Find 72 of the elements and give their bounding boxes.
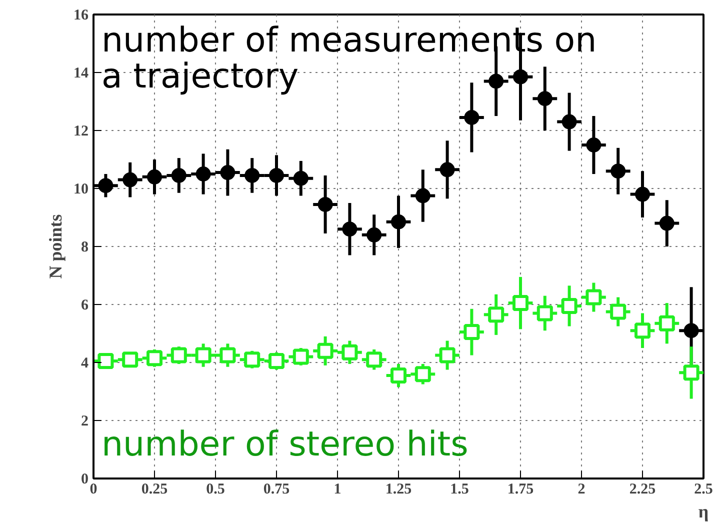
point <box>98 178 114 194</box>
point <box>488 74 504 89</box>
point <box>342 222 358 237</box>
point <box>586 138 602 152</box>
point <box>146 350 162 366</box>
x-tick-label: 2.25 <box>629 482 656 498</box>
point <box>683 364 700 381</box>
x-tick-label: 1.25 <box>385 482 412 498</box>
point <box>195 347 212 364</box>
y-tick-label: 14 <box>74 66 89 82</box>
point <box>415 188 430 204</box>
x-axis-title: η <box>698 502 709 522</box>
point <box>293 170 308 186</box>
y-tick-label: 4 <box>81 356 89 372</box>
point <box>122 172 138 188</box>
y-tick-label: 0 <box>81 472 88 488</box>
point <box>318 196 333 212</box>
y-axis-title: N points <box>46 214 66 279</box>
point <box>390 368 406 384</box>
point <box>488 306 504 323</box>
point <box>684 323 699 338</box>
point <box>610 304 626 320</box>
point <box>391 214 406 230</box>
point <box>513 69 528 84</box>
point <box>366 227 382 242</box>
point <box>98 353 114 370</box>
x-tick-label: 1.75 <box>507 482 534 498</box>
y-tick-label: 16 <box>74 8 89 24</box>
point <box>610 164 626 179</box>
point <box>561 298 578 314</box>
x-tick-label: 0.75 <box>263 482 290 498</box>
y-tick-label: 2 <box>81 414 88 430</box>
x-tick-label: 2 <box>578 482 586 498</box>
point <box>536 305 553 322</box>
point <box>635 186 650 202</box>
point <box>414 366 431 382</box>
point <box>464 324 480 340</box>
point <box>171 168 186 183</box>
x-tick-label: 0.5 <box>206 482 225 498</box>
x-tick-label: 2.5 <box>694 482 713 498</box>
point <box>586 289 602 306</box>
point <box>269 168 284 183</box>
y-tick-label: 10 <box>74 182 88 198</box>
point <box>537 91 552 106</box>
point <box>147 169 162 184</box>
point <box>512 295 528 312</box>
point <box>658 315 675 332</box>
point <box>122 352 138 368</box>
point <box>439 347 456 364</box>
point <box>562 114 577 130</box>
point <box>244 352 260 368</box>
point <box>292 348 309 365</box>
point <box>659 216 674 231</box>
x-tick-label: 1.5 <box>450 482 469 498</box>
y-tick-label: 6 <box>81 298 89 314</box>
point <box>220 165 236 180</box>
point <box>464 110 480 125</box>
point <box>196 166 211 182</box>
series-label: number of stereo hits <box>102 424 468 464</box>
x-tick-label: 0.25 <box>141 482 168 498</box>
point <box>440 162 455 178</box>
point <box>170 347 187 364</box>
point <box>342 344 358 360</box>
y-tick-label: 8 <box>81 240 88 256</box>
y-tick-label: 12 <box>74 124 88 140</box>
point <box>634 322 650 339</box>
x-tick-label: 1 <box>334 482 342 498</box>
point <box>317 342 334 359</box>
point <box>244 168 260 183</box>
point <box>366 352 382 368</box>
point <box>268 353 284 370</box>
point <box>220 347 236 364</box>
